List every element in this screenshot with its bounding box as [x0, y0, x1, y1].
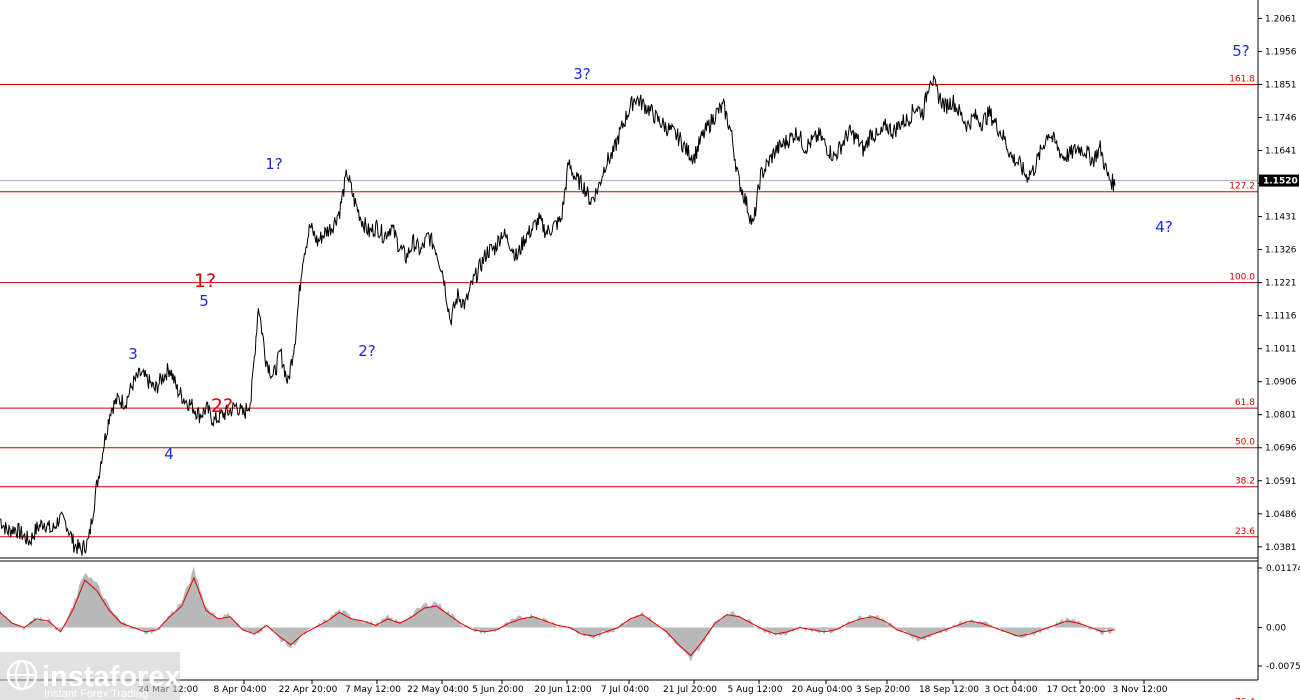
time-tick-label: 5 Jun 20:00	[472, 685, 524, 695]
osc-tick-label: -0.00759	[1266, 662, 1300, 672]
osc-tick-label: 0.00	[1266, 624, 1286, 634]
price-tick-label: 1.1326	[1265, 246, 1297, 256]
price-tick-label: 1.1641	[1265, 147, 1297, 157]
price-tick-label: 1.0486	[1265, 510, 1297, 520]
current-price-tag	[1259, 174, 1299, 187]
globe-icon	[6, 659, 38, 691]
instaforex-logo: instaforex Instant Forex Trading	[0, 652, 181, 700]
fib-level-label: 161.8	[1229, 74, 1255, 84]
time-tick-label: 5 Aug 12:00	[728, 685, 783, 695]
wave-label: 5?	[1232, 42, 1250, 60]
wave-label: 1?	[265, 155, 283, 173]
price-tick-label: 1.2061	[1265, 14, 1297, 24]
price-tick-label: 1.1221	[1265, 279, 1297, 289]
time-tick-label: 22 May 04:00	[407, 685, 469, 695]
time-tick-label: 20 Jun 12:00	[534, 685, 591, 695]
fib-level-label: 100.0	[1229, 273, 1255, 283]
price-series-line	[0, 74, 1116, 556]
wave-label: 5	[199, 292, 209, 310]
wave-label: 3?	[573, 65, 591, 83]
fib-level-label: 23.6	[1235, 527, 1255, 537]
price-tick-label: 1.0381	[1265, 543, 1297, 553]
price-tick-label: 1.0906	[1265, 378, 1297, 388]
price-tick-label: 1.1116	[1265, 312, 1297, 322]
oscillator-panel	[0, 566, 1116, 662]
time-tick-label: 3 Sep 20:00	[856, 685, 911, 695]
price-tick-label: 1.0696	[1265, 444, 1297, 454]
brand-name: instaforex	[42, 661, 181, 693]
price-tick-label: 1.1431	[1265, 213, 1297, 223]
time-tick-label: 18 Sep 12:00	[919, 685, 979, 695]
price-tick-label: 1.1851	[1265, 80, 1297, 90]
fib-level-label: 50.0	[1235, 438, 1255, 448]
current-price-label: 1.1520	[1263, 177, 1298, 187]
fib-level-label: 127.2	[1229, 182, 1255, 192]
time-tick-label: 17 Oct 20:00	[1047, 685, 1106, 695]
time-tick-label: 22 Apr 20:00	[279, 685, 338, 695]
wave-label: 2?	[211, 395, 233, 417]
time-tick-label: 7 Jul 04:00	[601, 685, 650, 695]
time-tick-label: 8 Apr 04:00	[214, 685, 267, 695]
price-tick-label: 1.1746	[1265, 113, 1297, 123]
price-tick-label: 1.1011	[1265, 345, 1297, 355]
wave-label: 3	[128, 345, 138, 363]
wave-label: 4	[164, 445, 174, 463]
price-tick-label: 1.0591	[1265, 477, 1297, 487]
fib-level-label: 38.2	[1235, 477, 1255, 487]
wave-label: 1?	[194, 270, 216, 292]
oscillator-signal-line	[0, 576, 1116, 657]
brand-tagline: Instant Forex Trading	[44, 688, 148, 700]
time-tick-label: 7 May 12:00	[345, 685, 401, 695]
fib-level-label: 61.8	[1235, 398, 1255, 408]
price-tick-label: 1.0801	[1265, 411, 1297, 421]
time-tick-label: 20 Aug 04:00	[792, 685, 853, 695]
main-price-panel: 161.8127.2100.076.461.850.038.223.63451?…	[0, 42, 1258, 700]
time-tick-label: 3 Oct 04:00	[985, 685, 1038, 695]
osc-tick-label: 0.01174	[1266, 564, 1300, 574]
fib-level-label: 76.4	[1235, 698, 1255, 700]
price-tick-label: 1.1956	[1265, 47, 1297, 57]
wave-label: 4?	[1155, 218, 1173, 236]
time-tick-label: 3 Nov 12:00	[1113, 685, 1168, 695]
wave-label: 2?	[358, 342, 376, 360]
time-tick-label: 21 Jul 20:00	[663, 685, 717, 695]
